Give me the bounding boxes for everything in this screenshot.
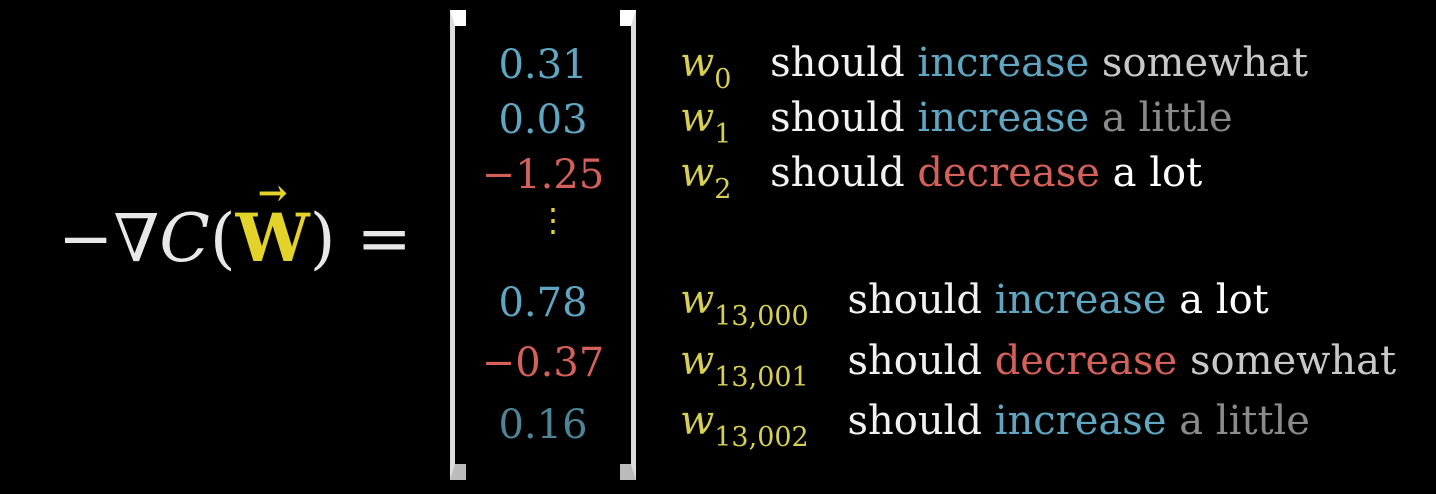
- gradient-expression: −∇C(→ W) =: [58, 175, 412, 272]
- direction-text: increase: [917, 95, 1090, 141]
- direction-text: increase: [994, 277, 1167, 323]
- annotation-row: w13,002 should increase a little: [680, 401, 1310, 451]
- weight-vector-symbol: → W: [236, 175, 310, 271]
- annotation-row: w1 should increase a little: [680, 98, 1233, 148]
- should-text: should: [770, 40, 905, 86]
- direction-text: decrease: [994, 338, 1178, 384]
- vector-arrow-icon: →: [257, 172, 288, 214]
- weight-label: w2: [680, 150, 732, 205]
- equals-sign: =: [356, 200, 412, 277]
- weight-label: w13,002: [680, 398, 809, 453]
- amount-text: a little: [1101, 95, 1233, 141]
- vector-entry: 0.16: [498, 402, 588, 448]
- annotation-row: w13,000 should increase a lot: [680, 280, 1269, 330]
- weight-vector-letter: W: [235, 199, 310, 277]
- cost-function-symbol: C: [159, 200, 210, 277]
- vector-entry: 0.78: [498, 280, 588, 326]
- annotation-row: w2 should decrease a lot: [680, 153, 1202, 203]
- open-paren: (: [209, 200, 236, 277]
- should-text: should: [847, 338, 982, 384]
- vector-entry: −1.25: [481, 152, 605, 198]
- should-text: should: [847, 277, 982, 323]
- close-paren: ): [309, 200, 336, 277]
- minus-sign: −: [58, 200, 114, 277]
- amount-text: a little: [1179, 398, 1310, 444]
- should-text: should: [770, 95, 905, 141]
- should-text: should: [847, 398, 982, 444]
- weight-label: w13,001: [680, 338, 809, 393]
- annotation-row: w13,001 should decrease somewhat: [680, 341, 1396, 391]
- amount-text: a lot: [1112, 150, 1203, 196]
- direction-text: decrease: [917, 150, 1100, 196]
- direction-text: increase: [917, 40, 1090, 86]
- annotation-row: w0 should increase somewhat: [680, 43, 1308, 93]
- right-bracket: [620, 10, 636, 480]
- vertical-ellipsis: ⋮: [537, 201, 569, 239]
- nabla-symbol: ∇: [113, 200, 160, 277]
- vector-entry: −0.37: [481, 340, 605, 386]
- weight-label: w0: [680, 40, 732, 95]
- amount-text: somewhat: [1189, 338, 1397, 384]
- amount-text: a lot: [1179, 277, 1269, 323]
- vector-entry: 0.03: [498, 97, 588, 143]
- left-bracket: [450, 10, 466, 480]
- weight-label: w1: [680, 95, 732, 150]
- should-text: should: [770, 150, 905, 196]
- weight-label: w13,000: [680, 277, 809, 332]
- direction-text: increase: [994, 398, 1167, 444]
- vector-entry: 0.31: [498, 42, 588, 88]
- amount-text: somewhat: [1101, 40, 1309, 86]
